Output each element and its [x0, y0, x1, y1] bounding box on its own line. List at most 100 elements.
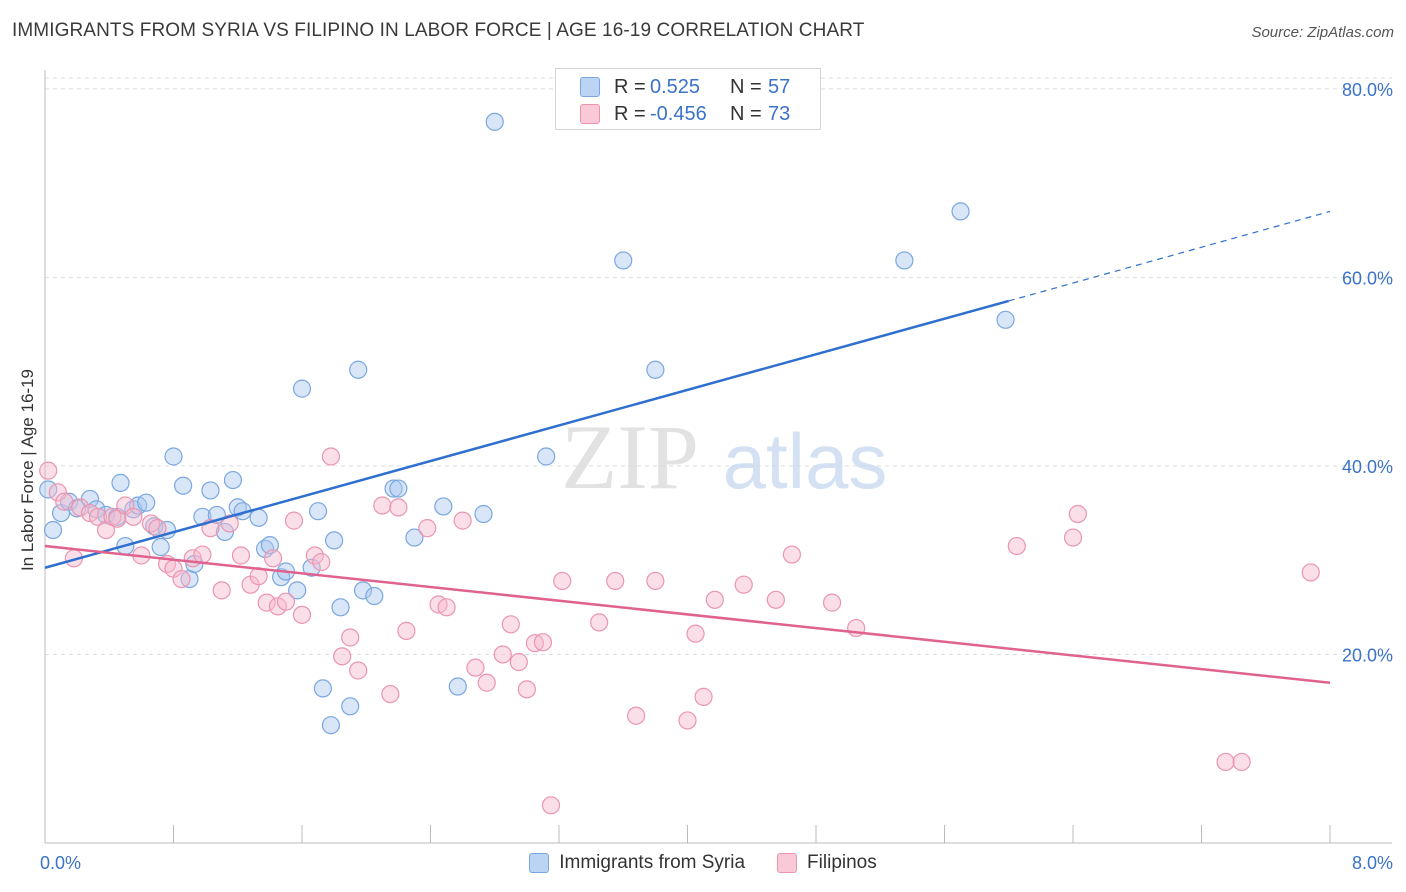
point-filipino	[373, 496, 392, 515]
point-filipino	[257, 593, 276, 612]
point-filipino	[477, 673, 496, 692]
trendline-filipino	[44, 544, 1331, 684]
y-tick-label: 20.0%	[1342, 645, 1393, 665]
point-filipino	[686, 624, 705, 643]
series-syria-points	[39, 112, 1015, 735]
point-syria	[895, 251, 914, 270]
point-syria	[321, 716, 341, 735]
point-filipino	[71, 498, 90, 517]
point-syria	[325, 531, 344, 550]
n-label: N =	[730, 102, 762, 125]
point-filipino	[626, 706, 646, 725]
legend-row-syria: R = 0.525 N = 57	[580, 74, 790, 100]
point-syria	[164, 447, 183, 466]
point-filipino	[381, 684, 400, 704]
point-filipino	[349, 661, 368, 680]
point-filipino	[590, 613, 609, 632]
point-filipino	[39, 461, 58, 480]
point-filipino	[734, 575, 753, 594]
point-filipino	[312, 552, 331, 572]
point-filipino	[437, 598, 456, 617]
watermark: ZIP atlas	[561, 406, 887, 508]
point-filipino	[48, 483, 67, 502]
point-syria	[951, 202, 970, 221]
point-syria	[215, 522, 234, 542]
point-syria	[485, 112, 504, 131]
point-syria	[151, 537, 170, 557]
point-filipino	[1232, 752, 1251, 772]
series-legend: Immigrants from Syria Filipinos	[0, 852, 1406, 874]
point-filipino	[1216, 752, 1235, 772]
point-filipino	[397, 621, 416, 640]
point-filipino	[509, 652, 528, 672]
y-axis-label: In Labor Force | Age 16-19	[18, 369, 37, 571]
point-filipino	[193, 545, 212, 564]
point-syria	[249, 508, 268, 527]
r-value: 0.525	[650, 75, 701, 98]
y-tick-label: 80.0%	[1342, 80, 1393, 100]
filipino-swatch	[777, 853, 798, 873]
trendlines	[44, 210, 1331, 684]
y-tick-label: 60.0%	[1342, 268, 1393, 288]
point-filipino	[453, 511, 472, 530]
legend-item-filipino: Filipinos	[777, 852, 877, 874]
point-filipino	[341, 628, 360, 647]
chart-title: IMMIGRANTS FROM SYRIA VS FILIPINO IN LAB…	[12, 20, 865, 41]
r-label: R =	[614, 75, 646, 98]
correlation-legend: R = 0.525 N = 57 R = -0.456 N = 73	[555, 68, 821, 130]
legend-label-syria: Immigrants from Syria	[559, 852, 746, 873]
x-tick-label: 0.0%	[40, 853, 81, 873]
point-filipino	[501, 615, 520, 634]
point-syria	[389, 479, 408, 498]
point-syria	[313, 679, 332, 698]
point-syria	[174, 476, 193, 495]
syria-swatch	[529, 853, 550, 873]
r-label: R =	[614, 102, 646, 125]
point-filipino	[766, 590, 785, 609]
point-filipino	[606, 571, 625, 591]
tick-labels: 20.0% 40.0% 60.0% 80.0% 0.0% 8.0%	[40, 80, 1393, 873]
point-filipino	[705, 590, 724, 609]
point-syria	[308, 502, 328, 521]
n-label: N =	[730, 75, 762, 98]
series-filipino-points	[39, 447, 1320, 815]
syria-swatch	[580, 77, 600, 97]
point-filipino	[466, 658, 485, 677]
point-filipino	[333, 647, 352, 666]
legend-item-syria: Immigrants from Syria	[529, 852, 745, 874]
n-value: 57	[768, 75, 791, 98]
filipino-swatch	[580, 104, 600, 124]
legend-row-filipino: R = -0.456 N = 73	[580, 101, 790, 127]
x-tick-label: 8.0%	[1352, 853, 1393, 873]
point-filipino	[212, 581, 231, 600]
source-credit: Source: ZipAtlas.com	[1251, 24, 1394, 41]
point-syria	[288, 581, 307, 600]
point-syria	[365, 586, 384, 606]
point-filipino	[822, 593, 842, 612]
point-syria	[384, 479, 403, 498]
r-value: -0.456	[650, 102, 707, 125]
point-filipino	[55, 492, 74, 511]
point-filipino	[321, 447, 341, 466]
point-filipino	[263, 549, 283, 568]
point-filipino	[1068, 504, 1087, 524]
point-syria	[272, 568, 291, 587]
trendline-syria	[44, 299, 1010, 569]
point-filipino	[694, 687, 713, 706]
point-filipino	[172, 569, 191, 589]
point-filipino	[276, 592, 296, 611]
n-value: 73	[768, 102, 791, 125]
point-filipino	[1007, 536, 1026, 556]
point-syria	[223, 470, 243, 490]
watermark-atlas: atlas	[723, 417, 888, 505]
point-syria	[448, 677, 467, 696]
point-filipino	[418, 519, 437, 538]
point-syria	[405, 528, 424, 547]
point-filipino	[517, 680, 536, 699]
axes	[44, 70, 1392, 844]
point-filipino	[1063, 528, 1083, 547]
point-filipino	[533, 633, 553, 652]
point-filipino	[284, 511, 304, 530]
point-syria	[201, 481, 220, 500]
point-filipino	[541, 796, 561, 815]
